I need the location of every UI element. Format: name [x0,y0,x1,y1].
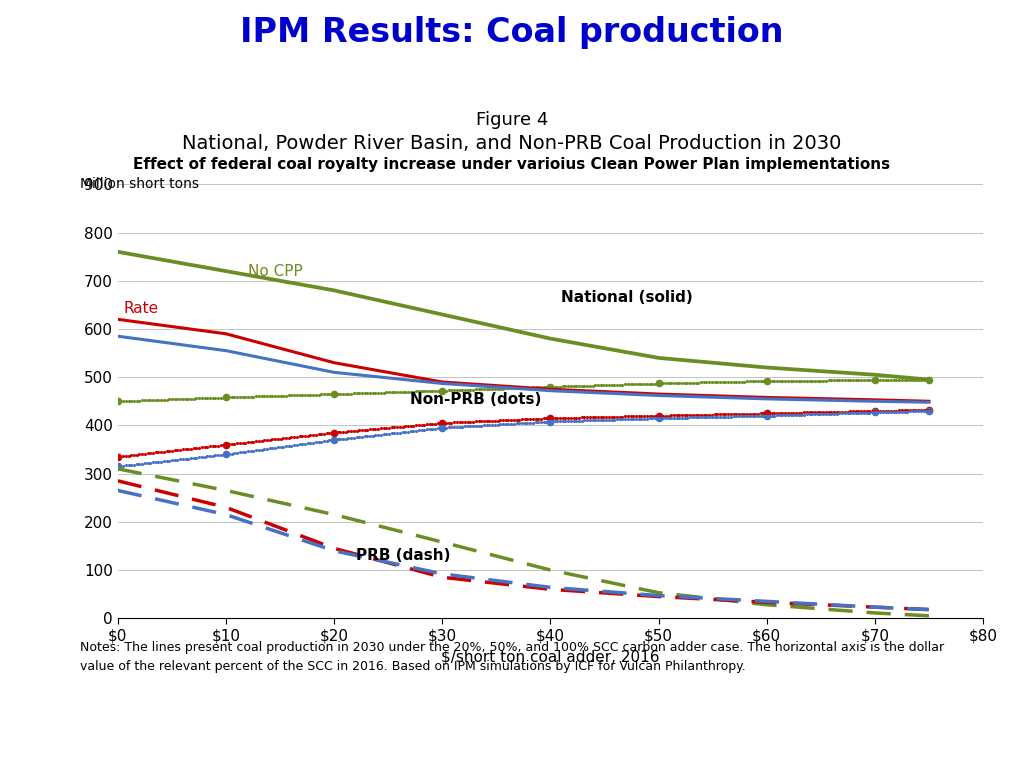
Text: Figure 4: Figure 4 [476,111,548,129]
Text: Effect of federal coal royalty increase under varioius Clean Power Plan implemen: Effect of federal coal royalty increase … [133,157,891,172]
Text: Non-PRB (dots): Non-PRB (dots) [410,392,541,407]
Text: National, Powder River Basin, and Non-PRB Coal Production in 2030: National, Powder River Basin, and Non-PR… [182,134,842,154]
Text: IPM Results: Coal production: IPM Results: Coal production [241,16,783,49]
Text: Notes: The lines present coal production in 2030 under the 20%, 50%, and 100% SC: Notes: The lines present coal production… [80,641,944,654]
Text: National (solid): National (solid) [561,290,693,306]
Text: Million short tons: Million short tons [80,177,199,190]
Text: No CPP: No CPP [248,264,302,279]
Text: Rate: Rate [123,301,159,316]
Text: value of the relevant percent of the SCC in 2016. Based on IPM simulations by IC: value of the relevant percent of the SCC… [80,660,745,674]
Text: PRB (dash): PRB (dash) [355,548,451,564]
X-axis label: $/short ton coal adder, 2016: $/short ton coal adder, 2016 [441,649,659,664]
